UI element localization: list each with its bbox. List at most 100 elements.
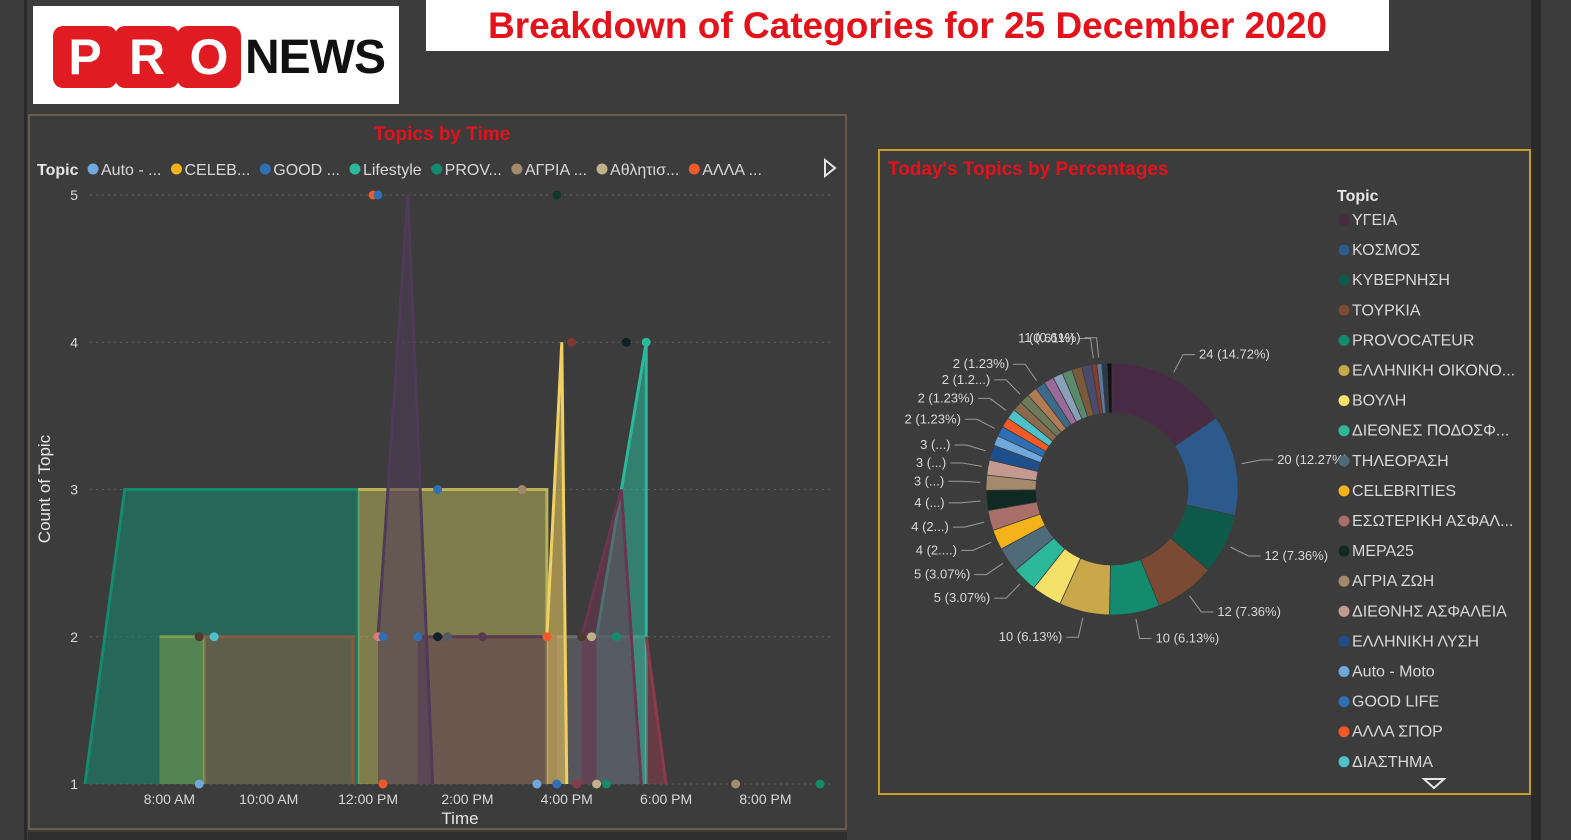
x-tick-2: 12:00 PM — [338, 791, 398, 807]
leader-line-11 — [948, 480, 981, 483]
legend-marker-6 — [596, 163, 608, 175]
legend-item-6[interactable]: Αθλητισ... — [610, 162, 679, 179]
data-point-8[interactable] — [194, 632, 204, 642]
legend-item-3[interactable]: Lifestyle — [363, 162, 422, 179]
pie-legend-item-16[interactable]: GOOD LIFE — [1352, 694, 1439, 711]
legend-scroll-down-icon[interactable] — [1421, 778, 1447, 790]
pronews-logo: P R O NEWS — [33, 6, 399, 104]
data-point-25[interactable] — [592, 779, 602, 789]
leader-line-7 — [974, 562, 1004, 576]
pie-legend-item-1[interactable]: ΚΟΣΜΟΣ — [1352, 242, 1420, 259]
data-point-12[interactable] — [413, 632, 423, 642]
data-point-16[interactable] — [542, 632, 552, 642]
legend-marker-4 — [431, 163, 443, 175]
slice-label-11: 3 (...) — [914, 473, 944, 488]
pie-legend-item-4[interactable]: PROVOCATEUR — [1352, 332, 1474, 349]
legend-item-7[interactable]: ΑΛΛΑ ... — [702, 162, 762, 179]
data-point-9[interactable] — [209, 632, 219, 642]
slice-label-6: 5 (3.07%) — [934, 590, 990, 605]
data-point-4[interactable] — [621, 337, 631, 347]
pie-legend-marker-18 — [1338, 756, 1350, 768]
data-point-19[interactable] — [611, 632, 621, 642]
y-tick-1: 2 — [70, 629, 78, 645]
pie-legend-marker-0 — [1338, 214, 1350, 226]
pie-legend-marker-15 — [1338, 666, 1350, 677]
legend-item-2[interactable]: GOOD ... — [273, 162, 340, 179]
pie-legend-item-17[interactable]: ΑΛΛΑ ΣΠΟΡ — [1352, 724, 1443, 741]
legend-marker-5 — [511, 163, 523, 175]
topics-by-time-panel[interactable]: Topics by Time Topic Auto - ... CELEB... GOO… — [28, 114, 847, 830]
data-point-18[interactable] — [587, 632, 597, 642]
pie-legend-item-3[interactable]: ΤΟΥΡΚΙΑ — [1352, 302, 1421, 319]
x-tick-4: 4:00 PM — [541, 791, 593, 807]
data-point-21[interactable] — [378, 779, 388, 789]
legend-marker-1 — [170, 163, 182, 175]
leader-line-5 — [1066, 617, 1084, 638]
data-point-27[interactable] — [731, 779, 741, 789]
pie-legend-item-15[interactable]: Auto - Moto — [1352, 664, 1435, 681]
legend-item-0[interactable]: Auto - ... — [101, 162, 161, 179]
pie-legend-item-18[interactable]: ΔΙΑΣΤΗΜΑ — [1352, 754, 1433, 771]
pie-legend-item-7[interactable]: ΔΙΕΘΝΕΣ ΠΟΔΟΣΦ... — [1352, 423, 1509, 440]
pie-legend-marker-5 — [1338, 365, 1350, 376]
leader-line-13 — [954, 444, 986, 452]
pie-legend-item-14[interactable]: ΕΛΛΗΝΙΚΗ ΛΥΣΗ — [1352, 633, 1479, 650]
leader-line-9 — [952, 521, 985, 528]
x-axis-label: Time — [441, 809, 478, 828]
series-area-9 — [581, 489, 642, 784]
pie-legend-item-8[interactable]: ΤΗΛΕΟΡΑΣΗ — [1352, 453, 1449, 470]
data-point-20[interactable] — [194, 779, 204, 789]
leader-line-0 — [1173, 354, 1196, 373]
legend-item-5[interactable]: ΑΓΡΙΑ ... — [525, 162, 587, 179]
data-point-7[interactable] — [517, 485, 527, 494]
data-point-28[interactable] — [815, 779, 825, 789]
data-point-5[interactable] — [641, 337, 651, 347]
data-point-2[interactable] — [552, 190, 562, 200]
page-title-box: Breakdown of Categories for 25 December … — [426, 0, 1389, 51]
pie-legend-item-12[interactable]: ΑΓΡΙΑ ΖΩΗ — [1352, 573, 1434, 590]
data-point-23[interactable] — [552, 779, 562, 789]
series-line-10 — [644, 636, 668, 785]
x-tick-5: 6:00 PM — [640, 791, 692, 807]
donut-slice-31[interactable] — [1106, 362, 1113, 414]
slice-label-4: 10 (6.13%) — [1156, 630, 1220, 645]
legend-next-icon[interactable] — [824, 157, 837, 179]
slice-label-1: 20 (12.27%) — [1277, 452, 1348, 467]
x-tick-0: 8:00 AM — [144, 791, 195, 807]
data-point-26[interactable] — [601, 779, 611, 789]
data-point-11[interactable] — [378, 632, 388, 642]
legend-item-4[interactable]: PROV... — [445, 162, 502, 179]
series-line-9 — [580, 489, 643, 785]
data-point-14[interactable] — [443, 632, 453, 642]
data-point-17[interactable] — [577, 632, 587, 642]
pie-legend-title: Topic — [1337, 188, 1379, 205]
legend-item-1[interactable]: CELEB... — [184, 162, 250, 179]
pie-legend-item-13[interactable]: ΔΙΕΘΝΗΣ ΑΣΦΑΛΕΙΑ — [1352, 603, 1507, 620]
data-point-24[interactable] — [572, 779, 582, 789]
pie-legend-item-5[interactable]: ΕΛΛΗΝΙΚΗ ΟΙΚΟΝΟ... — [1352, 363, 1515, 380]
pie-legend-item-2[interactable]: ΚΥΒΕΡΝΗΣΗ — [1352, 272, 1450, 289]
slice-label-7: 5 (3.07%) — [914, 567, 970, 582]
right-chart-title: Today's Topics by Percentages — [888, 159, 1168, 180]
pie-legend-item-9[interactable]: CELEBRITIES — [1352, 483, 1456, 500]
pie-legend-item-10[interactable]: ΕΣΩΤΕΡΙΚΗ ΑΣΦΑΛ... — [1352, 513, 1513, 530]
topics-percentages-panel[interactable]: Today's Topics by Percentages 24 (14.72%)… — [878, 149, 1531, 795]
pie-legend-item-0[interactable]: ΥΓΕΙΑ — [1352, 212, 1398, 229]
slice-label-19: 1 (0.61%) — [1024, 330, 1080, 345]
pie-legend-item-6[interactable]: ΒΟΥΛΗ — [1352, 393, 1406, 410]
topics-percentages-chart: Today's Topics by Percentages 24 (14.72%)… — [888, 159, 1515, 790]
data-point-13[interactable] — [433, 632, 443, 642]
leader-line-3 — [1189, 595, 1214, 613]
data-point-22[interactable] — [532, 779, 542, 789]
leader-line-6 — [994, 583, 1021, 599]
pie-legend-marker-17 — [1338, 726, 1350, 738]
pie-legend-marker-9 — [1338, 485, 1350, 497]
data-point-15[interactable] — [477, 632, 487, 642]
data-point-6[interactable] — [433, 485, 443, 494]
data-point-1[interactable] — [373, 190, 383, 200]
pie-legend-item-11[interactable]: ΜΕΡΑ25 — [1352, 543, 1414, 560]
slice-label-13: 3 (...) — [920, 437, 950, 452]
data-point-3[interactable] — [567, 337, 577, 347]
leader-line-1 — [1241, 459, 1274, 465]
series-area-2 — [159, 636, 205, 784]
